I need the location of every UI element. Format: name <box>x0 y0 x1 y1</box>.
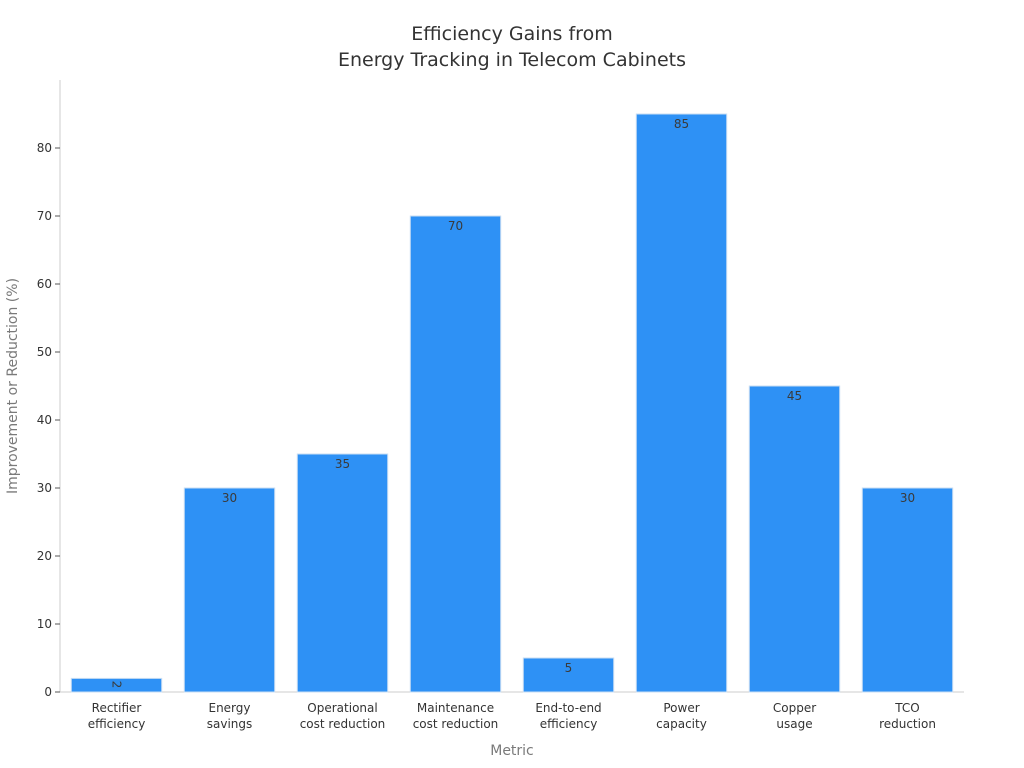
x-tick-label: Maintenance cost reduction <box>413 701 499 731</box>
x-tick-label-line: TCO <box>894 701 919 715</box>
y-tick-label: 0 <box>44 685 52 699</box>
bar-value-label: 35 <box>335 457 350 471</box>
y-ticks: 0 10 20 30 40 50 60 70 80 <box>37 141 60 699</box>
chart-title: Efficiency Gains from Energy Tracking in… <box>338 23 686 71</box>
x-tick-label-line: cost reduction <box>300 717 386 731</box>
bar-value-label: 30 <box>222 491 237 505</box>
x-tick-label-line: usage <box>776 717 812 731</box>
bar-value-label: 85 <box>674 117 689 131</box>
bars <box>70 113 954 693</box>
x-tick-label: End-to-end efficiency <box>535 701 601 731</box>
chart-title-line-2: Energy Tracking in Telecom Cabinets <box>338 49 686 71</box>
bar-value-label: 45 <box>787 389 802 403</box>
x-tick-label-line: efficiency <box>540 717 598 731</box>
bar <box>70 677 163 693</box>
x-tick-label: Rectifier efficiency <box>88 701 146 731</box>
x-tick-label-line: Rectifier <box>92 701 142 715</box>
x-tick-label-line: Maintenance <box>417 701 494 715</box>
y-tick-label: 30 <box>37 481 52 495</box>
x-tick-label: Power capacity <box>656 701 707 731</box>
bar <box>748 385 841 693</box>
x-tick-label-line: Power <box>663 701 699 715</box>
x-tick-label-line: End-to-end <box>535 701 601 715</box>
data-labels: 2 30 35 70 5 85 45 30 <box>110 117 916 688</box>
bar <box>296 453 389 693</box>
y-tick-label: 70 <box>37 209 52 223</box>
bar-value-label: 70 <box>448 219 463 233</box>
x-tick-label-line: cost reduction <box>413 717 499 731</box>
x-tick-label-line: Operational <box>307 701 377 715</box>
x-tick-labels: Rectifier efficiency Energy savings Operatio… <box>88 701 936 731</box>
x-tick-label: Energy savings <box>207 701 253 731</box>
x-axis-title: Metric <box>490 743 534 759</box>
y-axis-title: Improvement or Reduction (%) <box>5 278 21 494</box>
x-tick-label-line: savings <box>207 717 253 731</box>
x-tick-label: Operational cost reduction <box>300 701 386 731</box>
bar-value-label: 30 <box>900 491 915 505</box>
x-tick-label: TCO reduction <box>879 701 936 731</box>
bar <box>861 487 954 693</box>
x-tick-label: Copper usage <box>773 701 816 731</box>
bar <box>183 487 276 693</box>
y-tick-label: 10 <box>37 617 52 631</box>
y-tick-label: 40 <box>37 413 52 427</box>
x-tick-label-line: Copper <box>773 701 816 715</box>
y-tick-label: 20 <box>37 549 52 563</box>
bar <box>522 657 615 693</box>
bar-value-label: 5 <box>565 661 573 675</box>
bar <box>409 215 502 693</box>
y-tick-label: 80 <box>37 141 52 155</box>
x-tick-label-line: efficiency <box>88 717 146 731</box>
bar <box>635 113 728 693</box>
x-tick-label-line: reduction <box>879 717 936 731</box>
x-tick-label-line: capacity <box>656 717 707 731</box>
y-tick-label: 60 <box>37 277 52 291</box>
y-tick-label: 50 <box>37 345 52 359</box>
chart-title-line-1: Efficiency Gains from <box>411 23 612 45</box>
bar-value-label: 2 <box>110 681 124 689</box>
x-tick-label-line: Energy <box>208 701 250 715</box>
